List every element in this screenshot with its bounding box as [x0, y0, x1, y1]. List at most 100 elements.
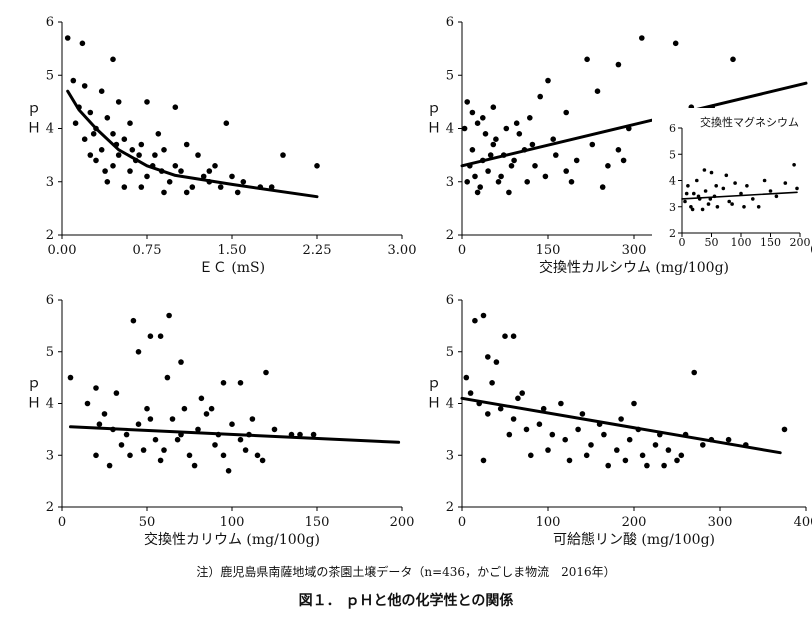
trend-line [460, 396, 782, 455]
y-axis-label: ｐ [427, 101, 441, 117]
data-point [792, 163, 796, 167]
data-point [762, 178, 767, 183]
data-point [795, 186, 799, 191]
data-point [549, 431, 556, 438]
data-point [254, 452, 261, 459]
data-point [589, 141, 596, 148]
trend-line [66, 89, 319, 199]
data-point [106, 462, 113, 469]
data-point [513, 120, 520, 126]
data-point [217, 184, 224, 190]
y-tick-label: 4 [46, 397, 54, 412]
data-point [683, 199, 687, 204]
data-point [79, 40, 86, 47]
x-tick-label: 200 [390, 515, 415, 530]
data-point [686, 184, 690, 188]
data-point [695, 178, 699, 183]
data-point [490, 104, 497, 110]
data-point [464, 179, 471, 185]
y-axis-label: Ｈ [427, 121, 441, 137]
x-tick-label: 0 [458, 515, 466, 530]
data-point [774, 194, 779, 199]
data-point [601, 431, 607, 438]
data-point [138, 184, 145, 190]
y-axis-label: Ｈ [27, 396, 41, 412]
data-point [661, 462, 667, 469]
x-tick-label: 0.00 [48, 243, 77, 258]
data-point [674, 457, 680, 464]
data-point [639, 452, 646, 459]
data-point [714, 184, 718, 188]
data-point [144, 405, 150, 412]
data-point [161, 447, 167, 453]
data-point [144, 173, 150, 180]
data-point [98, 88, 105, 94]
data-point [529, 141, 536, 148]
data-point [579, 411, 586, 417]
scatter-panel-3: 0 50 100 150 200 2 3 4 5 6 交換性カリウム (mg/100g) ｐＨ [27, 293, 414, 548]
x-tick-label: 50 [705, 236, 719, 249]
x-tick-label: 100 [220, 515, 245, 530]
data-point [93, 452, 99, 459]
x-axis-label: 可給態リン酸 (mg/100g) [553, 532, 715, 548]
data-point [90, 131, 97, 137]
data-point [70, 77, 77, 84]
data-point [147, 333, 154, 340]
y-tick-label: 6 [46, 293, 54, 308]
data-point [81, 136, 88, 142]
y-tick-label: 2 [446, 500, 454, 515]
data-point [129, 147, 136, 153]
data-point [482, 131, 489, 137]
x-tick-label: 150 [305, 515, 330, 530]
data-point [573, 157, 580, 164]
data-point [237, 436, 244, 443]
data-point [203, 411, 210, 417]
data-point [104, 179, 111, 185]
data-point [263, 369, 269, 376]
data-point [490, 141, 497, 148]
data-point [118, 442, 125, 448]
data-point [102, 168, 108, 174]
data-point [515, 395, 521, 402]
data-point [733, 181, 737, 185]
data-point [615, 147, 622, 153]
data-point [542, 173, 549, 180]
data-point [536, 421, 543, 428]
x-tick-label: 0 [458, 243, 466, 258]
data-point [166, 179, 173, 185]
y-tick-label: 4 [46, 122, 54, 137]
data-point [172, 104, 179, 110]
data-point [121, 184, 128, 190]
data-point [566, 457, 573, 464]
data-point [644, 462, 650, 469]
data-point [144, 99, 150, 105]
data-point [745, 184, 749, 188]
data-point [280, 152, 286, 158]
data-point [113, 390, 120, 396]
y-axis-label: ｐ [427, 376, 441, 392]
data-point [528, 452, 534, 459]
x-tick-label: 300 [622, 243, 647, 258]
data-point [93, 385, 99, 391]
data-point [584, 56, 590, 63]
x-tick-label: 0 [58, 515, 66, 530]
y-tick-label: 6 [46, 15, 54, 30]
data-point [104, 115, 111, 121]
data-point [152, 152, 158, 158]
data-point [724, 173, 729, 178]
data-point [594, 88, 601, 94]
data-point [639, 35, 645, 41]
data-point [706, 202, 711, 206]
x-tick-label: 200 [790, 236, 811, 249]
data-point [537, 93, 543, 100]
y-tick-label: 5 [446, 345, 454, 360]
data-point [208, 405, 215, 412]
data-point [200, 173, 207, 180]
y-tick-label: 3 [446, 175, 454, 190]
data-point [469, 109, 476, 116]
figure-caption: 図１． ｐＨと他の化学性との関係 [298, 593, 514, 609]
trend-line [69, 425, 401, 444]
data-point [225, 468, 232, 474]
data-point [495, 179, 502, 185]
data-point [493, 359, 500, 365]
